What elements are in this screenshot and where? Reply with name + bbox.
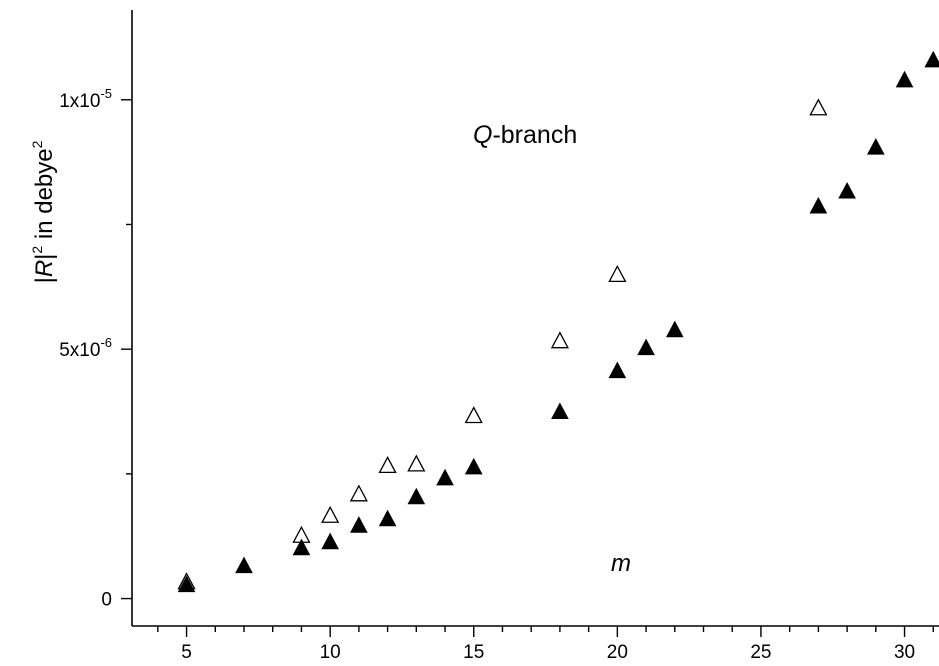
filled-triangle-point [378,509,397,527]
open-triangle-point [321,505,340,523]
filled-triangle-point [924,50,939,68]
filled-triangle-point [866,138,885,155]
x-tick-label: 10 [320,642,341,663]
filled-triangle-point [292,538,311,556]
filled-triangle-point [436,468,454,486]
x-tick-label: 30 [894,642,915,663]
x-tick-label: 25 [750,642,771,663]
branch-annotation: Q-branch [473,121,577,149]
filled-triangle-point [608,361,627,379]
x-tick-label: 20 [607,642,628,663]
open-triangle-point [349,484,368,502]
open-triangle-point [407,454,426,472]
plot-area [177,50,939,593]
open-triangle-point [608,264,627,283]
y-axis-label: |R|2 in debye2 [29,140,58,283]
filled-triangle-point [321,532,339,550]
x-tick-label: 15 [463,642,484,663]
y-ticks: 0 5x10-6 1x10-5 [59,86,132,611]
filled-triangle-point [665,320,684,338]
open-triangle-point [464,406,483,424]
filled-triangle-point [895,70,914,88]
filled-triangle-point [838,181,856,199]
open-triangle-point [378,456,397,474]
x-tick-label: 5 [181,642,192,663]
filled-triangle-point [637,338,655,356]
filled-triangle-point [464,457,483,475]
filled-triangle-point [350,516,368,533]
y-tick-label: 1x10-5 [59,86,112,112]
filled-triangle-point [809,196,828,214]
open-triangle-point [550,331,569,349]
filled-triangle-point [235,556,253,574]
filled-triangle-point [407,487,426,505]
x-axis-label: m [611,550,631,577]
x-ticks: 5 10 15 20 25 30 [157,626,934,663]
y-tick-label: 0 [101,590,112,611]
filled-triangle-point [551,402,569,420]
open-triangle-point [809,98,828,116]
axes [131,10,939,627]
filled-triangle-point [177,575,196,593]
y-tick-label: 5x10-6 [59,335,112,361]
